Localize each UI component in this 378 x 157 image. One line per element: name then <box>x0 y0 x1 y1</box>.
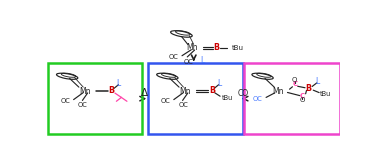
Text: OC: OC <box>78 102 88 108</box>
Text: B: B <box>209 86 215 95</box>
Text: OC: OC <box>253 96 263 102</box>
Text: Δ: Δ <box>141 88 148 98</box>
Text: L: L <box>217 79 221 88</box>
Text: tBu: tBu <box>232 45 244 51</box>
Text: L: L <box>316 77 320 86</box>
Text: Mn: Mn <box>272 87 284 95</box>
Text: C: C <box>292 81 297 87</box>
Text: C: C <box>299 93 305 99</box>
Text: OC: OC <box>183 59 194 65</box>
Text: tBu: tBu <box>222 95 233 101</box>
Text: B: B <box>305 84 311 93</box>
Text: tBu: tBu <box>320 91 332 97</box>
Text: CO: CO <box>237 89 249 98</box>
Text: L: L <box>200 56 204 65</box>
Text: O: O <box>292 77 297 83</box>
Text: B: B <box>214 43 220 52</box>
Text: OC: OC <box>178 102 188 108</box>
Text: Mn: Mn <box>179 87 191 95</box>
Text: L: L <box>116 79 121 88</box>
Text: OC: OC <box>160 98 170 104</box>
Text: OC: OC <box>168 54 178 60</box>
Text: O: O <box>299 97 305 103</box>
Text: OC: OC <box>60 98 70 104</box>
Text: Mn: Mn <box>79 87 90 95</box>
Text: B: B <box>108 86 115 95</box>
Text: Mn: Mn <box>186 43 198 52</box>
